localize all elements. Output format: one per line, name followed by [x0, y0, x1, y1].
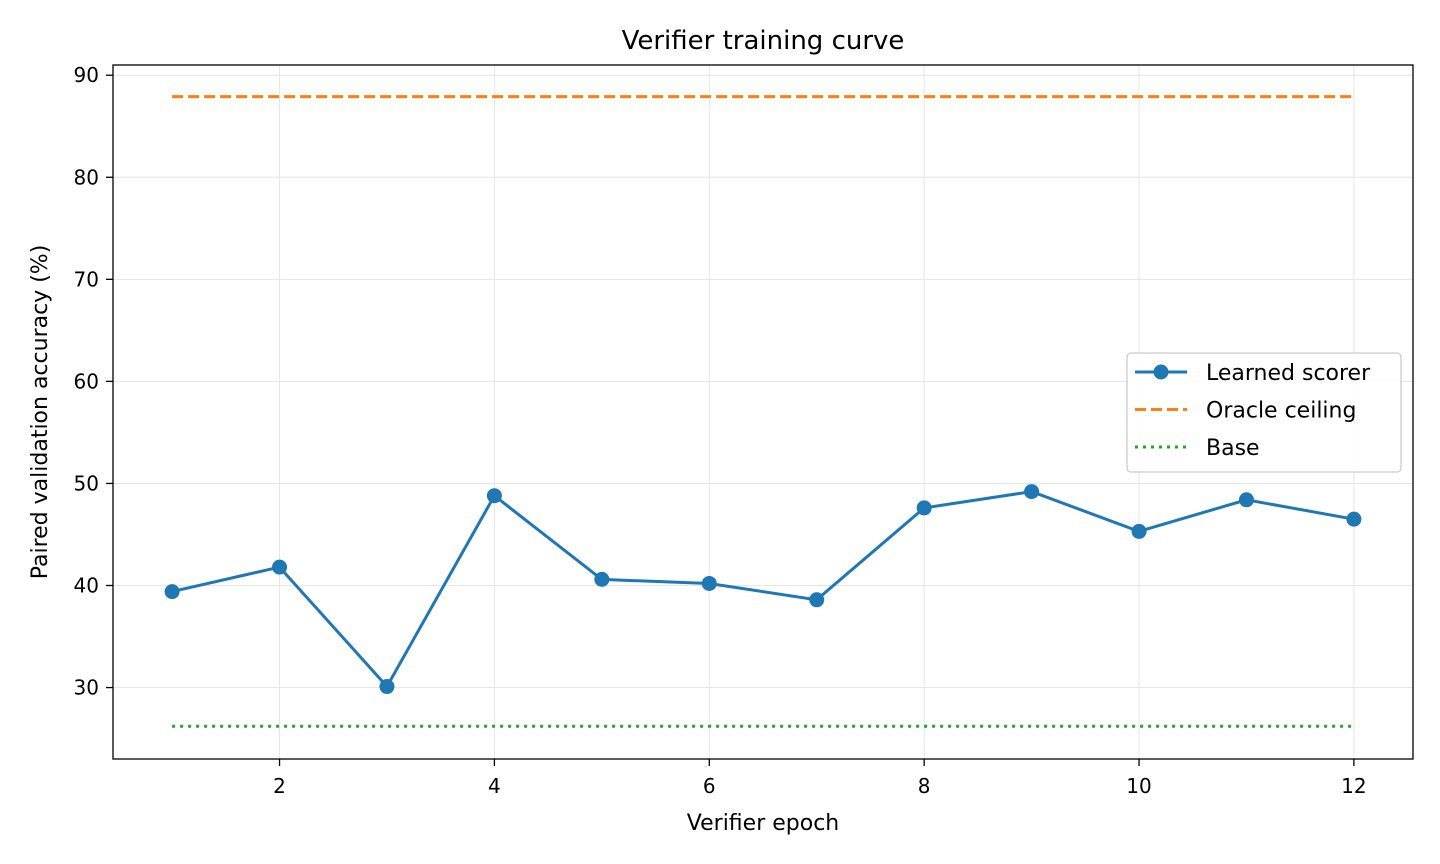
data-point [594, 571, 610, 587]
plot-frame [112, 64, 1414, 760]
x-tick-label: 2 [273, 774, 286, 798]
legend-label: Base [1206, 436, 1260, 461]
data-point [379, 679, 395, 695]
x-axis-label: Verifier epoch [687, 811, 839, 836]
legend-box [1126, 352, 1402, 473]
x-tick-label: 4 [488, 774, 501, 798]
ticks: 2 4 6 8 10 12 30 40 50 60 70 80 90 [74, 63, 1367, 798]
y-tick-label: 40 [74, 574, 99, 598]
data-point [1024, 484, 1040, 500]
data-point [1238, 492, 1254, 508]
x-tick-label: 6 [703, 774, 716, 798]
y-tick-label: 70 [74, 267, 99, 291]
data-point [809, 592, 825, 608]
data-point [1131, 523, 1147, 539]
legend-label: Oracle ceiling [1206, 399, 1356, 424]
series-line-learned-scorer [171, 490, 1355, 690]
y-tick-label: 30 [74, 676, 99, 700]
data-point [701, 575, 717, 591]
y-tick-label: 60 [74, 369, 99, 393]
series-layer [164, 95, 1362, 728]
legend: Learned scorer Oracle ceiling Base [1126, 352, 1402, 473]
x-tick-label: 8 [918, 774, 931, 798]
x-tick-label: 12 [1341, 774, 1366, 798]
y-tick-label: 90 [74, 63, 99, 87]
data-point [164, 584, 180, 600]
data-point [1346, 511, 1362, 527]
legend-label: Learned scorer [1206, 361, 1371, 386]
y-tick-label: 50 [74, 471, 99, 495]
legend-swatch-marker [1153, 364, 1169, 380]
data-point [486, 488, 502, 504]
chart-title: Verifier training curve [622, 26, 905, 56]
x-tick-label: 10 [1126, 774, 1151, 798]
y-tick-label: 80 [74, 165, 99, 189]
data-point [272, 559, 288, 575]
data-point [916, 500, 932, 516]
y-axis-label: Paired validation accuracy (%) [28, 245, 53, 580]
